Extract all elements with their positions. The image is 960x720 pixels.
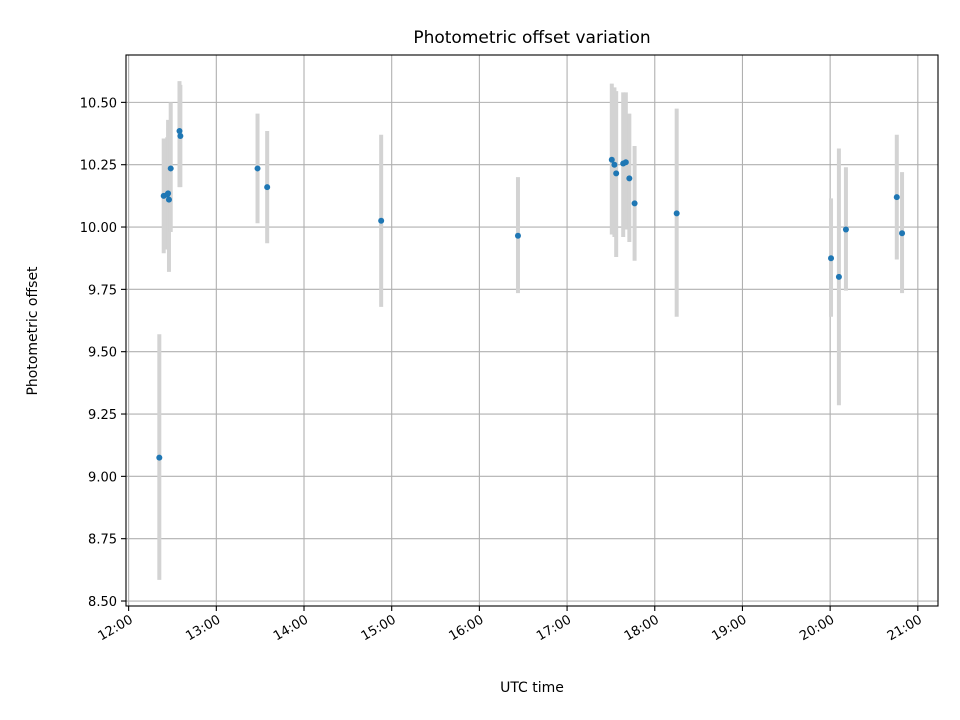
x-tick-label: 21:00: [885, 612, 925, 644]
data-point: [611, 161, 618, 168]
data-point: [631, 200, 638, 207]
data-point: [165, 190, 172, 197]
y-tick-label: 10.50: [80, 96, 117, 111]
y-tick-label: 10.00: [80, 221, 117, 236]
data-point: [514, 232, 521, 239]
y-tick-label: 9.50: [88, 346, 117, 361]
y-tick-label: 10.25: [80, 159, 117, 174]
data-point: [156, 454, 163, 461]
data-point: [835, 273, 842, 280]
data-point: [378, 217, 385, 224]
plot-frame: [125, 54, 939, 607]
x-tick-label: 14:00: [271, 612, 311, 644]
data-point: [167, 165, 174, 172]
x-tick-label: 19:00: [710, 612, 750, 644]
data-point: [608, 156, 615, 163]
y-tick-label: 9.00: [88, 470, 117, 485]
y-tick-label: 8.50: [88, 595, 117, 610]
data-points: [156, 128, 906, 461]
chart-title: Photometric offset variation: [413, 28, 650, 48]
x-axis-ticks: 12:00 13:00 14:00 15:00 16:00 17:00 18:00 19:00…: [96, 606, 925, 644]
data-point: [613, 170, 620, 177]
data-point: [673, 210, 680, 217]
data-point: [828, 255, 835, 262]
data-point: [176, 128, 183, 135]
data-point: [899, 230, 906, 237]
y-axis-label: Photometric offset: [25, 266, 41, 396]
data-point: [626, 175, 633, 182]
x-tick-label: 13:00: [183, 612, 223, 644]
x-tick-label: 15:00: [359, 612, 399, 644]
y-tick-label: 9.75: [88, 283, 117, 298]
x-tick-label: 20:00: [797, 612, 837, 644]
x-tick-label: 16:00: [446, 612, 486, 644]
data-point: [842, 226, 849, 233]
y-axis-ticks: 8.50 8.75 9.00 9.25 9.50 9.75 10.00 10.25 10.50: [80, 96, 126, 610]
x-tick-label: 18:00: [622, 612, 662, 644]
y-tick-label: 9.25: [88, 408, 117, 423]
data-point: [893, 194, 900, 201]
data-point: [264, 184, 271, 191]
data-point: [165, 196, 172, 203]
data-point: [254, 165, 261, 172]
x-tick-label: 12:00: [96, 612, 136, 644]
y-tick-label: 8.75: [88, 533, 117, 548]
x-tick-label: 17:00: [534, 612, 574, 644]
data-point: [622, 159, 629, 166]
error-bars: [157, 81, 905, 580]
data-point: [177, 133, 184, 140]
grid: [126, 55, 938, 606]
x-axis-label: UTC time: [500, 680, 564, 696]
